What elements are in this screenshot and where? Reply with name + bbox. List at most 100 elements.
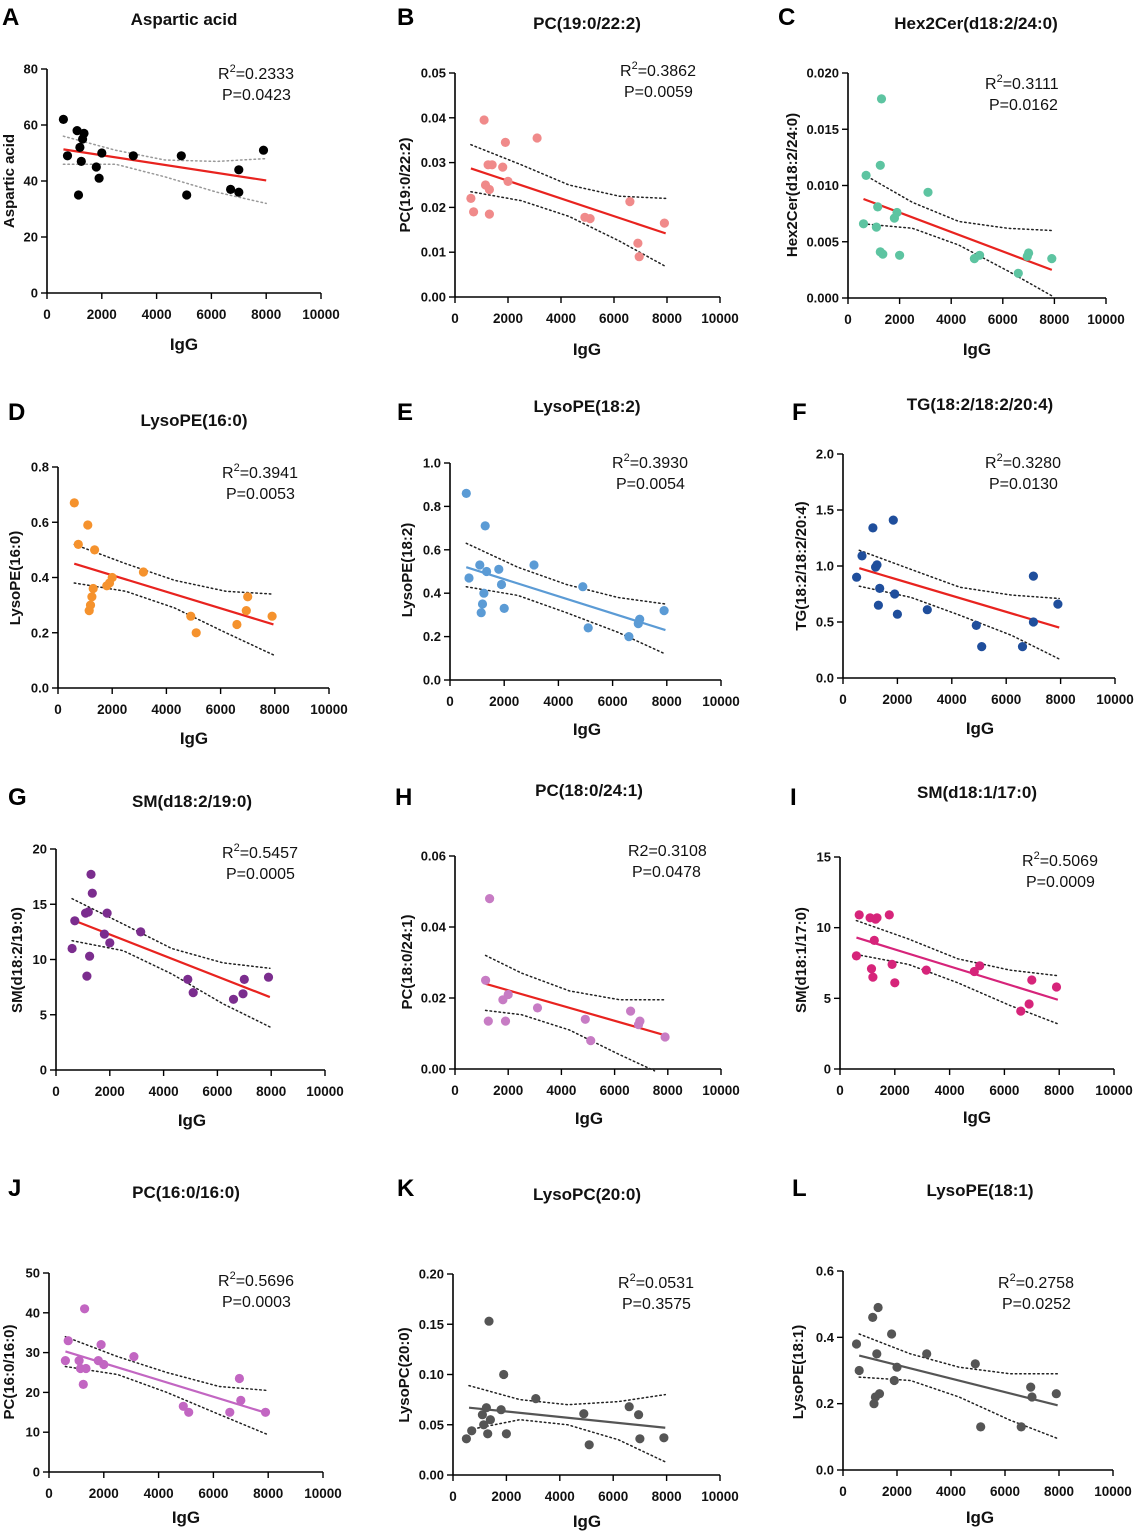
x-axis-label: IgG [575, 1109, 603, 1128]
p-value-label: P=0.0009 [1026, 874, 1095, 891]
data-point [1016, 1006, 1026, 1016]
y-tick-label: 0.4 [31, 570, 50, 585]
data-point [857, 551, 867, 561]
data-point [258, 145, 269, 155]
data-point [875, 160, 885, 170]
r-squared-label: R2=0.3930 [612, 452, 688, 472]
x-tick-label: 4000 [149, 1084, 179, 1099]
panel-letter: H [395, 784, 412, 811]
data-point [1013, 268, 1023, 278]
data-point [1016, 1422, 1026, 1432]
data-point [496, 1405, 506, 1415]
data-point [852, 572, 862, 582]
confidence-band-upper [73, 543, 275, 595]
panel-letter: K [397, 1175, 415, 1202]
x-tick-label: 10000 [702, 694, 740, 709]
x-tick-label: 4000 [543, 694, 573, 709]
data-point [861, 170, 871, 180]
x-tick-label: 2000 [885, 312, 915, 327]
x-tick-label: 8000 [1044, 1083, 1074, 1098]
x-tick-label: 4000 [937, 692, 967, 707]
data-point [977, 642, 987, 652]
data-point [851, 951, 862, 961]
data-point [635, 614, 645, 624]
data-point [503, 989, 513, 1000]
x-tick-label: 4000 [545, 1489, 575, 1504]
data-point [85, 600, 96, 610]
data-point [586, 1036, 596, 1046]
panel-letter: A [2, 4, 19, 31]
data-point [624, 632, 634, 642]
x-tick-label: 0 [52, 1084, 60, 1099]
data-point [238, 989, 248, 999]
r-squared-label: R2=0.2758 [998, 1272, 1074, 1292]
data-point [971, 620, 981, 631]
confidence-band-upper [468, 1384, 667, 1406]
data-point [72, 126, 82, 136]
x-tick-label: 8000 [253, 1486, 283, 1501]
panel-i: I SM(d18:1/17:0) 0 2000 4000 6000 8000 10000 0 5 1… [790, 783, 1133, 1127]
x-tick-label: 4000 [151, 702, 181, 717]
panel-d: D LysoPE(16:0) 0 2000 4000 6000 8000 10000 0.0 0.… [7, 399, 348, 748]
x-tick-label: 0 [839, 1484, 847, 1499]
confidence-band-lower [71, 939, 271, 1028]
data-point [263, 972, 274, 982]
r-squared-label: R2=0.3941 [222, 462, 298, 482]
data-point [107, 572, 117, 583]
data-point [188, 988, 198, 998]
data-point [86, 869, 96, 880]
panel-letter: C [778, 4, 795, 31]
x-tick-label: 2000 [95, 1084, 125, 1099]
x-tick-label: 10000 [310, 702, 348, 717]
p-value-label: P=0.0423 [222, 87, 291, 104]
data-point [479, 115, 489, 125]
x-tick-label: 6000 [991, 692, 1021, 707]
data-point [128, 151, 138, 161]
y-tick-label: 0.4 [423, 586, 442, 601]
data-point [243, 592, 253, 602]
data-point [854, 1365, 864, 1376]
y-tick-label: 10 [817, 920, 831, 935]
confidence-band-lower [465, 585, 667, 655]
confidence-band-lower [862, 223, 1053, 297]
x-tick-label: 6000 [989, 1083, 1019, 1098]
data-point [921, 965, 931, 975]
data-point [874, 1389, 885, 1399]
confidence-band-upper [64, 1335, 268, 1392]
y-tick-label: 0.03 [421, 155, 446, 170]
x-tick-label: 2000 [87, 307, 117, 322]
data-point [869, 935, 879, 946]
data-point [91, 162, 101, 172]
regression-line [63, 148, 267, 182]
y-tick-label: 0 [824, 1062, 831, 1077]
x-tick-label: 8000 [1039, 312, 1069, 327]
x-tick-label: 10000 [702, 1083, 740, 1098]
x-tick-label: 8000 [1044, 1484, 1074, 1499]
regression-line [470, 167, 667, 235]
x-tick-label: 2000 [882, 1484, 912, 1499]
data-point [99, 1359, 109, 1370]
data-point [483, 1429, 493, 1439]
x-tick-label: 0 [844, 312, 852, 327]
panel-letter: G [8, 784, 27, 811]
data-point [484, 1316, 494, 1326]
x-tick-label: 8000 [652, 694, 682, 709]
data-point [99, 929, 109, 939]
data-point [60, 1356, 70, 1366]
data-point [184, 1407, 194, 1417]
y-tick-label: 0.05 [419, 1417, 444, 1432]
y-axis-label: PC(19:0/22:2) [397, 137, 414, 232]
data-point [532, 133, 542, 143]
data-point [97, 148, 107, 158]
panel-letter: D [8, 399, 25, 426]
y-tick-label: 40 [26, 1305, 40, 1320]
data-point [58, 114, 68, 124]
y-tick-label: 0.000 [806, 291, 839, 306]
x-tick-label: 8000 [1046, 692, 1076, 707]
x-tick-label: 10000 [1087, 312, 1125, 327]
x-tick-label: 4000 [142, 307, 172, 322]
p-value-label: P=0.0252 [1002, 1296, 1071, 1313]
data-point [73, 539, 83, 550]
r-squared-label: R2=0.5069 [1022, 850, 1098, 870]
data-point [579, 1409, 589, 1419]
